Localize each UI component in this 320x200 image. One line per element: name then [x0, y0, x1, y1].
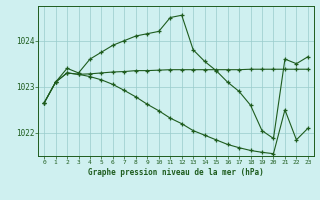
X-axis label: Graphe pression niveau de la mer (hPa): Graphe pression niveau de la mer (hPa)	[88, 168, 264, 177]
